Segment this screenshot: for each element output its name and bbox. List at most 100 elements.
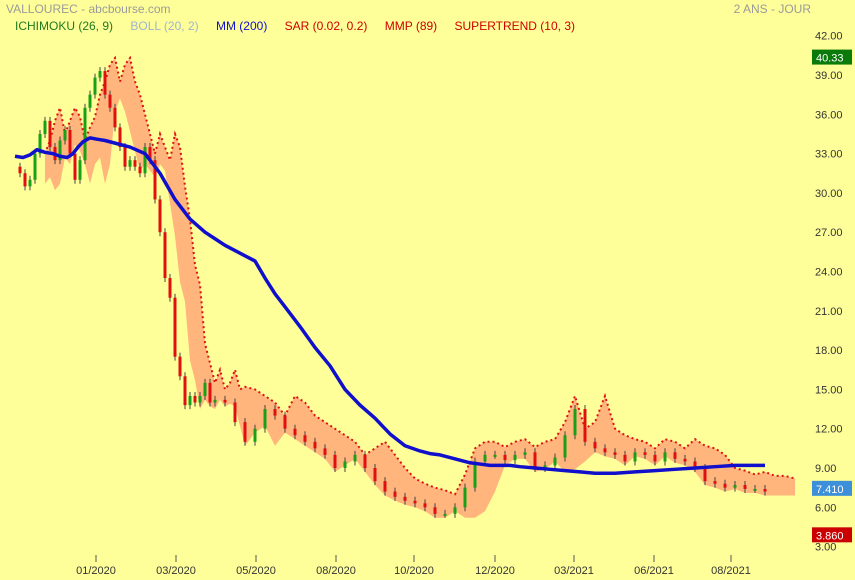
candle-up bbox=[38, 133, 42, 154]
candle-up bbox=[353, 454, 357, 462]
y-axis: 42.00 39.00 36.00 33.00 30.00 27.00 24.00 21.00… bbox=[815, 31, 843, 554]
candle-down bbox=[273, 409, 277, 416]
candle-down bbox=[158, 199, 162, 233]
candle-down bbox=[193, 395, 197, 403]
candle-down bbox=[413, 500, 417, 504]
x-tick-label: 10/2020 bbox=[394, 565, 434, 577]
candle-down bbox=[148, 147, 152, 161]
price-badge bbox=[812, 527, 852, 543]
supertrend-line bbox=[44, 55, 796, 496]
chart-header: VALLOUREC - abcbourse.com 2 ANS - JOUR bbox=[0, 0, 855, 20]
candle-down bbox=[208, 382, 212, 403]
candle-up bbox=[443, 513, 447, 516]
price-badge bbox=[812, 480, 852, 496]
candle-down bbox=[153, 160, 157, 200]
period-selector[interactable]: 2 ANS - JOUR bbox=[733, 2, 811, 16]
candle-down bbox=[138, 166, 142, 174]
candle-up bbox=[43, 120, 47, 134]
candle-down bbox=[723, 483, 727, 488]
candle-up bbox=[463, 487, 467, 508]
price-badges: 40.33 7.410 3.860 bbox=[812, 49, 852, 543]
supertrend-path bbox=[44, 55, 796, 496]
candle-up bbox=[573, 409, 577, 436]
candle-up bbox=[28, 179, 32, 187]
legend-bollinger[interactable]: BOLL (20, 2) bbox=[130, 19, 199, 33]
candle-down bbox=[713, 481, 717, 484]
candle-up bbox=[128, 160, 132, 167]
candle-down bbox=[613, 452, 617, 455]
candle-down bbox=[233, 402, 237, 423]
ichimoku-cloud bbox=[45, 57, 795, 518]
candle-up bbox=[493, 454, 497, 457]
x-tick-label: 08/2020 bbox=[316, 565, 356, 577]
mm200-path bbox=[14, 136, 765, 475]
candle-down bbox=[673, 452, 677, 459]
candle-down bbox=[118, 127, 122, 148]
candle-up bbox=[78, 160, 82, 180]
y-tick-label: 12.00 bbox=[815, 424, 843, 436]
candle-up bbox=[33, 153, 37, 180]
legend-ichimoku[interactable]: ICHIMOKU (26, 9) bbox=[15, 19, 114, 33]
candle-down bbox=[173, 297, 177, 357]
candle-down bbox=[113, 107, 117, 128]
candle-down bbox=[283, 415, 287, 429]
candle-down bbox=[643, 452, 647, 455]
legend-mm200[interactable]: MM (200) bbox=[215, 19, 268, 33]
y-tick-label: 27.00 bbox=[815, 227, 843, 239]
candle-up bbox=[633, 452, 637, 462]
y-tick-label: 39.00 bbox=[815, 70, 843, 82]
moving-average-line bbox=[14, 136, 765, 475]
y-tick-label: 42.00 bbox=[815, 31, 843, 43]
candle-up bbox=[523, 452, 527, 455]
candle-up bbox=[203, 382, 207, 396]
candle-up bbox=[343, 461, 347, 468]
candle-up bbox=[453, 507, 457, 514]
candle-up bbox=[188, 395, 192, 406]
candle-down bbox=[303, 435, 307, 442]
y-tick-label: 24.00 bbox=[815, 267, 843, 279]
y-tick-label: 3.00 bbox=[815, 542, 836, 554]
y-tick-label: 9.00 bbox=[815, 463, 836, 475]
candle-up bbox=[543, 465, 547, 468]
candle-down bbox=[373, 468, 377, 482]
candle-down bbox=[223, 399, 227, 403]
legend-mmp89[interactable]: MMP (89) bbox=[384, 19, 438, 33]
candle-down bbox=[433, 507, 437, 514]
x-tick-label: 12/2020 bbox=[475, 565, 515, 577]
candle-up bbox=[93, 77, 97, 95]
indicator-legend: ICHIMOKU (26, 9) BOLL (20, 2) MM (200) S… bbox=[15, 19, 589, 33]
candle-up bbox=[473, 461, 477, 488]
y-tick-label: 21.00 bbox=[815, 306, 843, 318]
candle-up bbox=[563, 435, 567, 458]
chart-title: VALLOUREC - abcbourse.com bbox=[6, 2, 171, 16]
y-tick-label: 33.00 bbox=[815, 149, 843, 161]
candle-down bbox=[533, 452, 537, 468]
x-tick-label: 03/2020 bbox=[156, 565, 196, 577]
candle-down bbox=[603, 448, 607, 453]
x-tick-label: 03/2021 bbox=[554, 565, 594, 577]
candle-down bbox=[403, 496, 407, 501]
candle-down bbox=[68, 130, 72, 154]
x-tick-label: 06/2021 bbox=[634, 565, 674, 577]
candle-down bbox=[703, 468, 707, 482]
candle-down bbox=[103, 71, 107, 95]
candle-down bbox=[23, 173, 27, 187]
candle-down bbox=[423, 503, 427, 508]
legend-supertrend[interactable]: SUPERTREND (10, 3) bbox=[454, 19, 575, 33]
candle-down bbox=[653, 454, 657, 462]
x-tick-label: 05/2020 bbox=[236, 565, 276, 577]
candle-down bbox=[333, 454, 337, 468]
y-tick-label: 6.00 bbox=[815, 502, 836, 514]
x-axis: 01/2020 03/2020 05/2020 08/2020 10/2020 12/20… bbox=[76, 555, 751, 577]
candle-down bbox=[583, 409, 587, 442]
candle-down bbox=[383, 481, 387, 492]
candle-down bbox=[243, 422, 247, 442]
candle-down bbox=[623, 454, 627, 462]
price-candles bbox=[18, 67, 767, 518]
y-tick-label: 36.00 bbox=[815, 109, 843, 121]
price-badge-label: 3.860 bbox=[816, 530, 844, 542]
candle-up bbox=[83, 107, 87, 161]
legend-sar[interactable]: SAR (0.02, 0.2) bbox=[284, 19, 368, 33]
candle-up bbox=[483, 454, 487, 462]
